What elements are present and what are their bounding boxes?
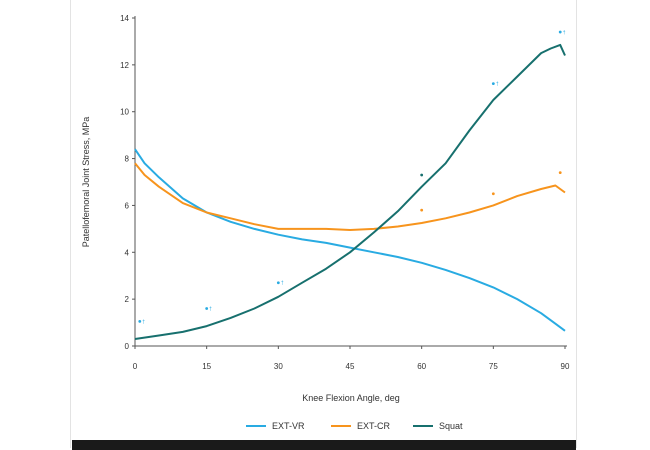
chart-frame: 0 15 30 45 60 75 90 0 2 4 6 8 10 12 14 † † † † † Knee Flex… <box>70 0 577 448</box>
y-tick-label: 0 <box>125 342 130 351</box>
legend: EXT-VR EXT-CR Squat <box>246 421 463 431</box>
y-tick-label: 8 <box>125 155 130 164</box>
x-tick-label: 15 <box>202 362 211 371</box>
series-layer <box>134 43 566 340</box>
x-tick-label: 0 <box>133 362 138 371</box>
significance-label: † <box>209 307 212 313</box>
significance-label: † <box>142 319 145 325</box>
y-tick-label: 10 <box>120 108 129 117</box>
significance-marker <box>491 192 495 196</box>
x-tick-label: 30 <box>274 362 283 371</box>
legend-label-squat: Squat <box>439 421 463 431</box>
y-tick-label: 4 <box>125 248 130 257</box>
marker-layer: † † † † † <box>138 30 566 325</box>
significance-marker <box>276 281 280 285</box>
y-tick-label: 6 <box>125 201 130 210</box>
x-tick-label: 60 <box>417 362 426 371</box>
legend-label-ext-vr: EXT-VR <box>272 421 305 431</box>
significance-label: † <box>563 30 566 36</box>
significance-marker <box>420 208 424 212</box>
y-tick-label: 14 <box>120 14 129 23</box>
series-line-ext-vr <box>134 148 566 332</box>
y-axis-title: Patellofemoral Joint Stress, MPa <box>81 117 91 248</box>
x-tick-label: 90 <box>561 362 570 371</box>
significance-marker <box>420 173 424 177</box>
x-tick-label: 45 <box>346 362 355 371</box>
y-tick-label: 12 <box>120 61 129 70</box>
bottom-divider-bar <box>72 440 576 450</box>
significance-marker <box>138 320 142 323</box>
significance-marker <box>558 171 562 175</box>
x-tick-label: 75 <box>489 362 498 371</box>
significance-label: † <box>281 281 284 287</box>
x-axis-title: Knee Flexion Angle, deg <box>302 393 400 403</box>
significance-marker <box>558 30 562 34</box>
legend-label-ext-cr: EXT-CR <box>357 421 391 431</box>
series-line-ext-cr <box>134 162 566 231</box>
axes: 0 15 30 45 60 75 90 0 2 4 6 8 10 12 14 <box>120 14 570 371</box>
y-tick-label: 2 <box>125 295 130 304</box>
series-line-squat <box>134 43 566 340</box>
significance-label: † <box>496 82 499 88</box>
significance-marker <box>491 82 495 85</box>
chart-svg: 0 15 30 45 60 75 90 0 2 4 6 8 10 12 14 † † † † † Knee Flex… <box>81 14 570 431</box>
significance-marker <box>205 307 209 310</box>
